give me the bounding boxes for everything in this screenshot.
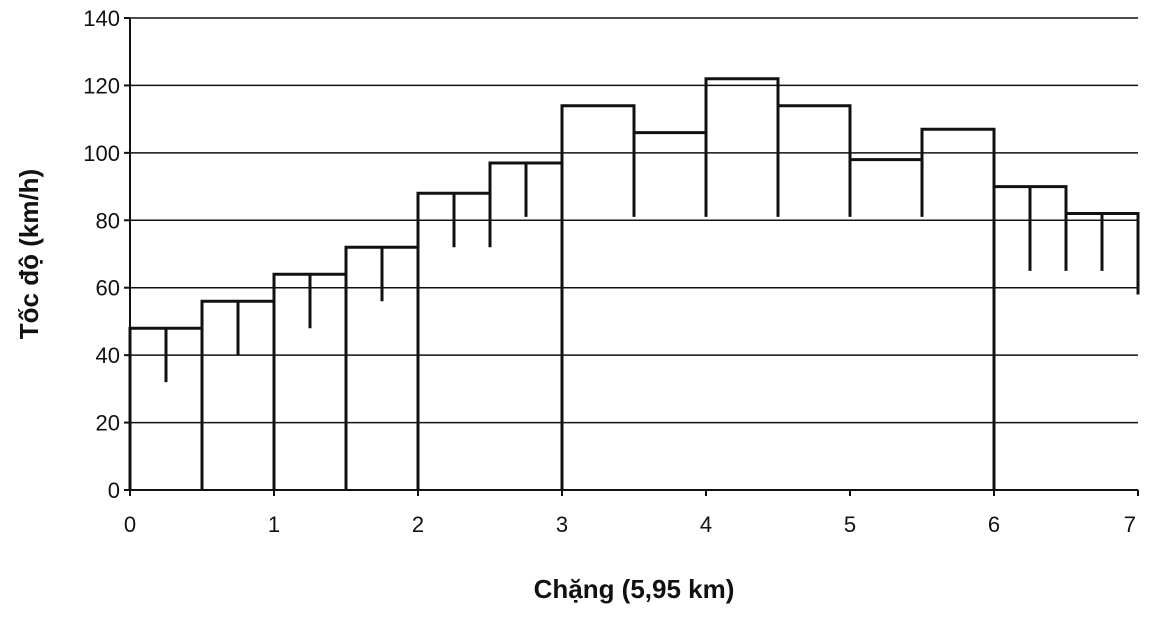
tick-labels: 0 20 40 60 80 100 120 140 0 1 2 3 4 5 6 7	[83, 6, 1139, 537]
y-axis-title: Tốc độ (km/h)	[14, 169, 44, 339]
x-tick-label: 3	[556, 512, 568, 537]
x-tick-label: 2	[412, 512, 424, 537]
y-tick-label: 100	[83, 141, 120, 166]
axes	[129, 18, 1138, 491]
y-tick-label: 60	[96, 276, 120, 301]
y-tick-label: 120	[83, 73, 120, 98]
y-tick-label: 0	[108, 478, 120, 503]
speed-series-line-0	[128, 77, 1140, 490]
x-tick-label: 5	[844, 512, 856, 537]
x-tick-label: 7	[1124, 512, 1136, 537]
x-tick-label: 0	[124, 512, 136, 537]
y-tick-label: 80	[96, 208, 120, 233]
x-tick-label: 6	[988, 512, 1000, 537]
x-tick-label: 1	[268, 512, 280, 537]
x-tick-label: 4	[700, 512, 712, 537]
series	[128, 77, 1140, 490]
y-tick-label: 40	[96, 343, 120, 368]
y-tick-label: 140	[83, 6, 120, 31]
gridlines	[130, 17, 1138, 424]
x-axis-title: Chặng (5,95 km)	[534, 574, 735, 604]
y-tick-label: 20	[96, 411, 120, 436]
